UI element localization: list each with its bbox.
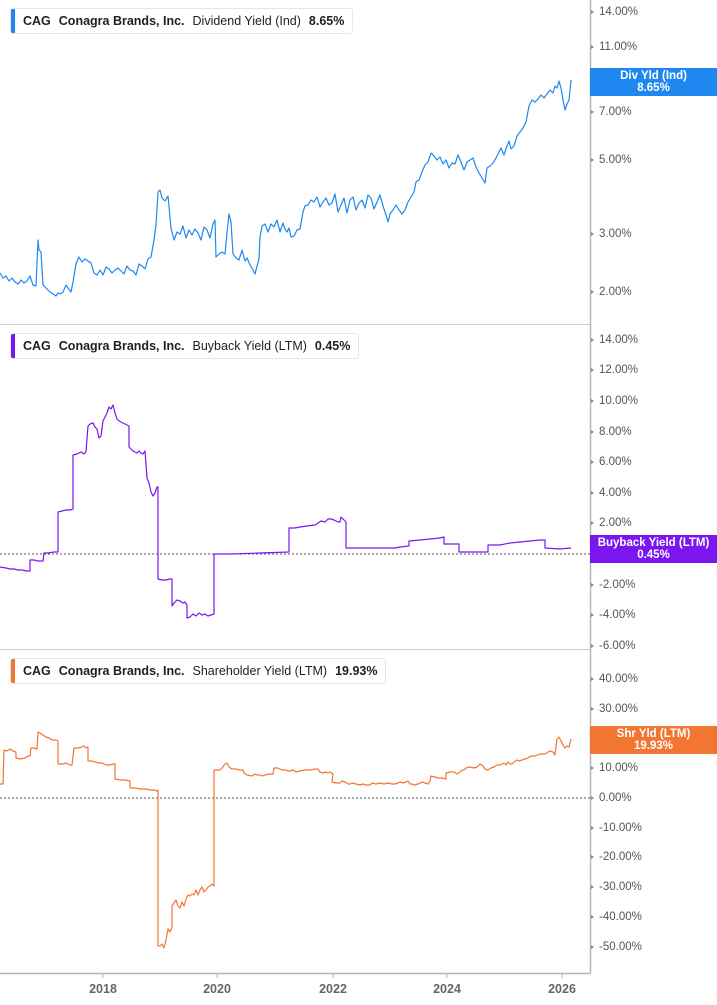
last-value-tag-shareholder: Shr Yld (LTM) 19.93%	[590, 726, 717, 754]
x-tick-label: 2020	[203, 982, 231, 996]
tag-value: 0.45%	[637, 549, 670, 561]
y-tick-label: -50.00%	[599, 941, 642, 953]
y-tick-label: 2.00%	[599, 286, 632, 298]
tag-value: 8.65%	[637, 82, 670, 94]
y-tick-label: 7.00%	[599, 106, 632, 118]
last-value-tag-buyback: Buyback Yield (LTM) 0.45%	[590, 535, 717, 563]
company-name: Conagra Brands, Inc.	[58, 664, 185, 678]
metric-value: 0.45%	[314, 339, 351, 353]
series-color-swatch	[11, 9, 15, 33]
y-tick-label: 4.00%	[599, 487, 632, 499]
y-axis-ticks	[591, 10, 594, 949]
legend-shareholder-yield[interactable]: CAG Conagra Brands, Inc. Shareholder Yie…	[10, 658, 387, 684]
y-tick-label: 8.00%	[599, 426, 632, 438]
y-tick-label: 12.00%	[599, 364, 639, 376]
last-value-tag-dividend: Div Yld (Ind) 8.65%	[590, 68, 717, 96]
metric-value: 8.65%	[308, 14, 345, 28]
buyback-yield-line	[0, 404, 572, 619]
metric-name: Buyback Yield (LTM)	[192, 339, 307, 353]
tag-value: 19.93%	[633, 740, 673, 752]
y-tick-label: 30.00%	[599, 703, 639, 715]
metric-name: Shareholder Yield (LTM)	[192, 664, 328, 678]
x-axis-ticks	[102, 973, 563, 978]
x-tick-label: 2026	[548, 982, 576, 996]
y-tick-label: 3.00%	[599, 228, 632, 240]
company-name: Conagra Brands, Inc.	[58, 339, 185, 353]
y-tick-label: -6.00%	[599, 640, 636, 652]
legend-dividend-yield[interactable]: CAG Conagra Brands, Inc. Dividend Yield …	[10, 8, 354, 34]
dividend-yield-line	[0, 79, 572, 297]
company-name: Conagra Brands, Inc.	[58, 14, 185, 28]
y-tick-label: 10.00%	[599, 395, 639, 407]
ticker-symbol: CAG	[23, 14, 51, 28]
y-tick-label: 14.00%	[599, 334, 639, 346]
y-tick-label: -20.00%	[599, 851, 642, 863]
x-tick-label: 2024	[433, 982, 461, 996]
ticker-symbol: CAG	[23, 664, 51, 678]
ticker-symbol: CAG	[23, 339, 51, 353]
x-tick-label: 2018	[89, 982, 117, 996]
y-tick-label: -4.00%	[599, 609, 636, 621]
y-tick-label: 10.00%	[599, 762, 639, 774]
metric-name: Dividend Yield (Ind)	[192, 14, 301, 28]
y-tick-label: 6.00%	[599, 456, 632, 468]
y-tick-label: -30.00%	[599, 881, 642, 893]
legend-buyback-yield[interactable]: CAG Conagra Brands, Inc. Buyback Yield (…	[10, 333, 360, 359]
y-tick-label: 14.00%	[599, 6, 639, 18]
series-color-swatch	[11, 334, 15, 358]
metric-value: 19.93%	[335, 664, 378, 678]
y-tick-label: 11.00%	[599, 41, 638, 53]
y-tick-label: 0.00%	[599, 792, 632, 804]
y-tick-label: 40.00%	[599, 673, 639, 685]
y-tick-label: -10.00%	[599, 822, 642, 834]
y-tick-label: -2.00%	[599, 579, 636, 591]
y-tick-label: -40.00%	[599, 911, 642, 923]
shareholder-yield-line	[0, 731, 572, 949]
tag-label: Div Yld (Ind)	[620, 70, 687, 82]
y-tick-label: 5.00%	[599, 154, 632, 166]
tag-label: Buyback Yield (LTM)	[597, 537, 710, 549]
tag-label: Shr Yld (LTM)	[616, 728, 691, 740]
series-color-swatch	[11, 659, 15, 683]
y-tick-label: 2.00%	[599, 517, 632, 529]
x-tick-label: 2022	[319, 982, 347, 996]
